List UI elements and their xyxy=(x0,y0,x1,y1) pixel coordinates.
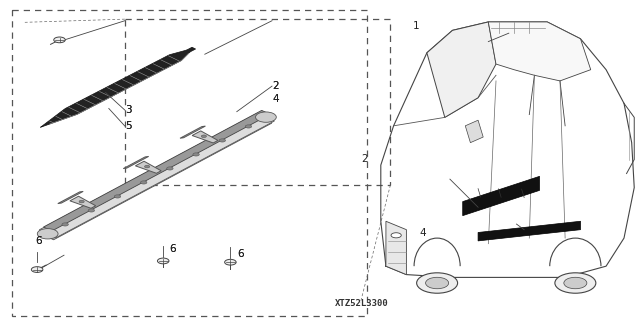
Circle shape xyxy=(79,200,84,203)
Polygon shape xyxy=(40,47,196,127)
Circle shape xyxy=(62,223,68,226)
Polygon shape xyxy=(427,22,496,117)
Polygon shape xyxy=(465,120,483,143)
Text: 6: 6 xyxy=(35,236,42,246)
Circle shape xyxy=(166,167,173,170)
Text: 6: 6 xyxy=(237,249,243,259)
Polygon shape xyxy=(180,126,205,138)
Polygon shape xyxy=(39,113,275,238)
Polygon shape xyxy=(42,118,272,240)
Text: 5: 5 xyxy=(125,121,131,131)
Text: XTZ52L3300: XTZ52L3300 xyxy=(335,299,388,308)
Polygon shape xyxy=(478,221,580,241)
Circle shape xyxy=(391,233,401,238)
Text: 5: 5 xyxy=(125,121,131,131)
Polygon shape xyxy=(44,110,270,231)
Polygon shape xyxy=(488,22,591,81)
Circle shape xyxy=(555,273,596,293)
Circle shape xyxy=(245,125,252,128)
Circle shape xyxy=(88,209,95,212)
Bar xyxy=(125,19,390,185)
Text: 3: 3 xyxy=(125,105,131,115)
Text: 2: 2 xyxy=(272,81,278,91)
Circle shape xyxy=(255,112,276,122)
Polygon shape xyxy=(70,196,96,208)
Text: 4: 4 xyxy=(272,94,278,104)
Text: 6: 6 xyxy=(170,244,176,254)
Circle shape xyxy=(115,195,121,198)
Polygon shape xyxy=(192,131,218,143)
Circle shape xyxy=(193,153,199,156)
Polygon shape xyxy=(386,221,406,275)
Text: 2: 2 xyxy=(272,81,278,91)
Polygon shape xyxy=(136,161,161,173)
Circle shape xyxy=(564,277,587,289)
Polygon shape xyxy=(58,191,83,204)
Circle shape xyxy=(37,229,58,239)
Circle shape xyxy=(225,259,236,265)
Circle shape xyxy=(145,165,150,168)
Text: 6: 6 xyxy=(35,236,42,246)
Circle shape xyxy=(202,135,207,137)
Circle shape xyxy=(54,37,65,43)
Text: 6: 6 xyxy=(170,244,176,254)
Polygon shape xyxy=(463,176,540,216)
Text: 4: 4 xyxy=(419,228,426,238)
Text: 4: 4 xyxy=(272,94,278,104)
Text: 1: 1 xyxy=(413,20,419,31)
Circle shape xyxy=(157,258,169,264)
Circle shape xyxy=(417,273,458,293)
Circle shape xyxy=(141,181,147,184)
Text: 3: 3 xyxy=(125,105,131,115)
Bar xyxy=(12,10,367,316)
Text: 2: 2 xyxy=(362,154,368,165)
Circle shape xyxy=(426,277,449,289)
Circle shape xyxy=(31,267,43,272)
Text: 6: 6 xyxy=(237,249,243,259)
Circle shape xyxy=(219,139,225,142)
Polygon shape xyxy=(124,156,148,168)
